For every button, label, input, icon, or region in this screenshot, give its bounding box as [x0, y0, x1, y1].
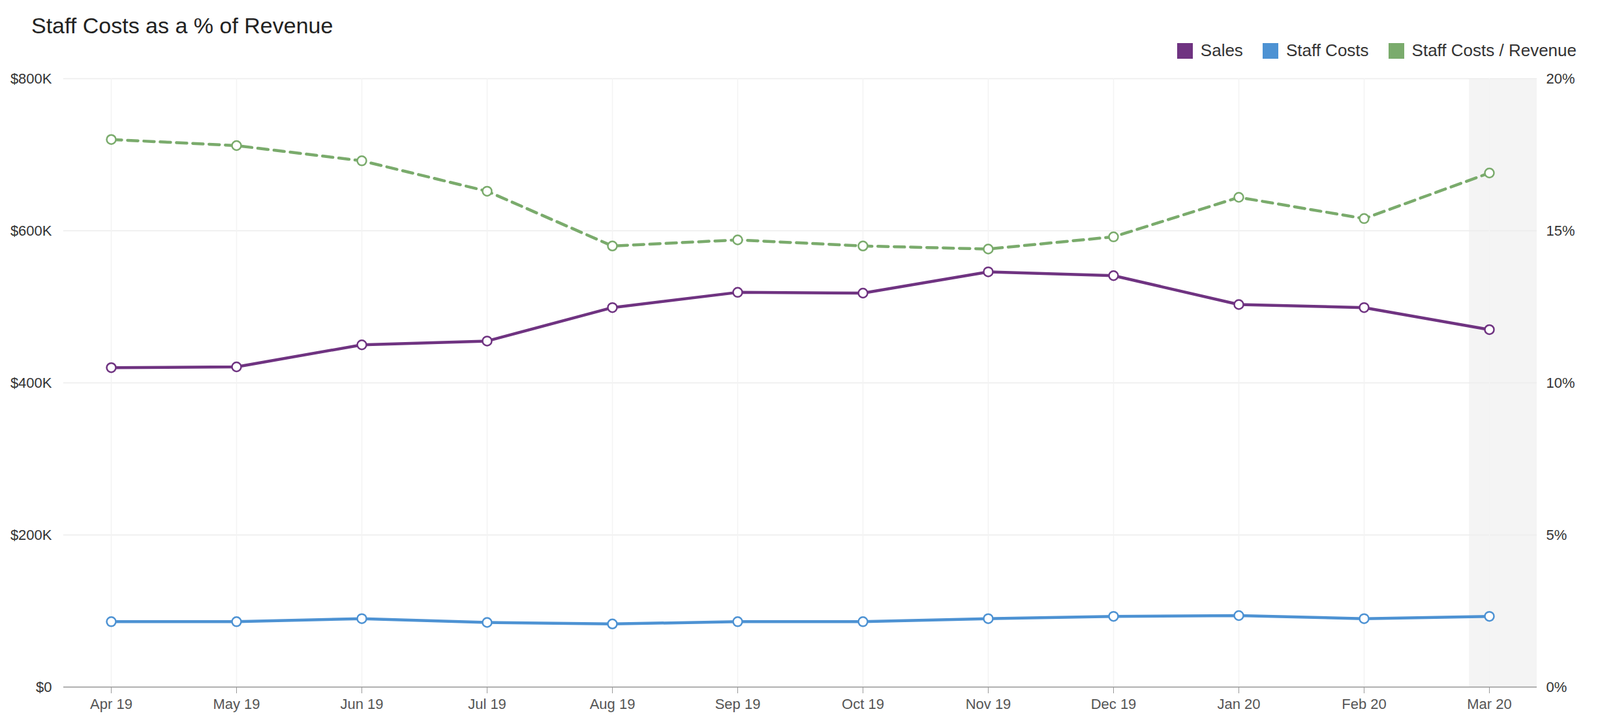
html-text:Sales: Sales: [1200, 40, 1244, 61]
svg-text:5%: 5%: [1546, 526, 1568, 543]
html-text:Staff Costs: Staff Costs: [1286, 40, 1369, 61]
html-text:Staff Costs as a % of Revenue: Staff Costs as a % of Revenue: [31, 13, 334, 38]
svg-text:15%: 15%: [1546, 222, 1576, 239]
svg-text:10%: 10%: [1546, 374, 1576, 391]
svg-text:May 19: May 19: [212, 695, 260, 712]
svg-text:Feb 20: Feb 20: [1341, 695, 1387, 712]
html-text:Staff Costs / Revenue: Staff Costs / Revenue: [1411, 40, 1577, 61]
svg-text:20%: 20%: [1546, 70, 1576, 87]
svg-text:$200K: $200K: [10, 526, 53, 543]
svg-text:$400K: $400K: [10, 374, 53, 391]
svg-text:Apr 19: Apr 19: [90, 695, 133, 712]
svg-text:Nov 19: Nov 19: [965, 695, 1012, 712]
svg-text:Dec 19: Dec 19: [1091, 695, 1137, 712]
svg-text:Jun 19: Jun 19: [339, 695, 384, 712]
svg-text:Mar 20: Mar 20: [1466, 695, 1512, 712]
svg-text:$600K: $600K: [10, 222, 53, 239]
svg-text:0%: 0%: [1546, 678, 1568, 695]
svg-text:Jul 19: Jul 19: [467, 695, 507, 712]
svg-text:Sep 19: Sep 19: [715, 695, 761, 712]
svg-text:Jan 20: Jan 20: [1216, 695, 1261, 712]
svg-text:Aug 19: Aug 19: [589, 695, 636, 712]
svg-text:Oct 19: Oct 19: [841, 695, 885, 712]
svg-text:$800K: $800K: [10, 70, 53, 87]
svg-text:$0: $0: [35, 678, 52, 695]
